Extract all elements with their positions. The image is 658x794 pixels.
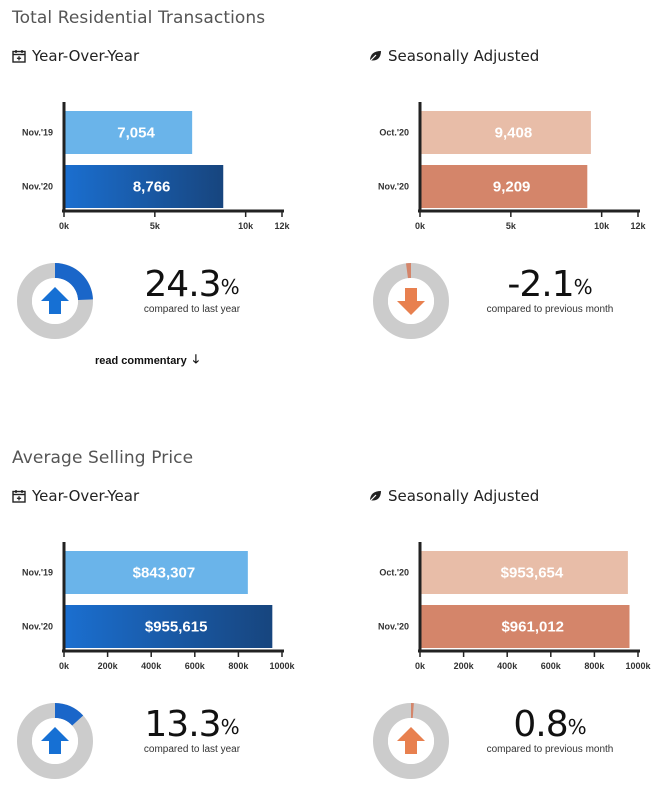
- bar-value-label: $843,307: [133, 565, 196, 582]
- x-tick-label: 10k: [238, 221, 254, 231]
- stat-value: 0.8: [513, 704, 568, 745]
- stat-value: 24.3: [144, 264, 221, 305]
- stat-caption: compared to last year: [143, 304, 241, 315]
- arrow-down-icon: [397, 288, 425, 315]
- category-label: Nov.'20: [378, 182, 409, 192]
- stat-transactions-sa: -2.1% compared to previous month: [470, 264, 630, 316]
- stat-unit: %: [573, 275, 593, 299]
- category-label: Nov.'19: [22, 128, 53, 138]
- bar-value-label: 7,054: [117, 125, 155, 142]
- stat-price-sa: 0.8% compared to previous month: [470, 704, 630, 756]
- donut-transactions-yoy: [17, 263, 93, 339]
- x-tick-label: 0k: [415, 661, 426, 671]
- bar: [64, 111, 193, 154]
- stat-unit: %: [220, 715, 240, 739]
- stat-unit: %: [220, 275, 240, 299]
- x-tick-label: 0k: [59, 221, 70, 231]
- sa-heading-label: Seasonally Adjusted: [388, 47, 540, 65]
- x-tick-label: 1000k: [625, 661, 651, 671]
- x-tick-label: 400k: [141, 661, 162, 671]
- arrow-down-icon: 🡓: [192, 352, 199, 366]
- yoy-heading-label: Year-Over-Year: [32, 487, 140, 505]
- chart-transactions-yoy: 7,054 Nov.'19 8,766 Nov.'20 0k 5k 10k 12k: [22, 102, 290, 231]
- section-title-price: Average Selling Price: [12, 448, 194, 468]
- bar-value-label: $953,654: [501, 565, 564, 582]
- bar: [420, 605, 630, 648]
- category-label: Nov.'20: [378, 622, 409, 632]
- leaf-icon: [368, 51, 381, 63]
- category-label: Nov.'20: [22, 622, 53, 632]
- sa-heading: Seasonally Adjusted: [368, 487, 539, 505]
- yoy-heading: Year-Over-Year: [12, 47, 139, 65]
- stat-caption: compared to last year: [143, 744, 241, 755]
- stat-value: 13.3: [144, 704, 221, 745]
- bar: [64, 165, 224, 208]
- category-label: Oct.'20: [379, 568, 409, 578]
- read-commentary-link[interactable]: read commentary 🡓: [95, 350, 199, 371]
- x-tick-label: 10k: [594, 221, 610, 231]
- bar: [64, 551, 248, 594]
- section-title-transactions: Total Residential Transactions: [12, 8, 266, 28]
- x-tick-label: 400k: [497, 661, 518, 671]
- x-tick-label: 600k: [185, 661, 206, 671]
- bar-value-label: 9,408: [495, 125, 533, 142]
- read-commentary-label: read commentary: [95, 354, 187, 367]
- bar-value-label: 9,209: [493, 179, 531, 196]
- bar: [420, 551, 628, 594]
- calendar-icon: [12, 50, 26, 63]
- stat-transactions-yoy: 24.3% compared to last year: [112, 264, 272, 316]
- donut-segment: [55, 263, 93, 300]
- bar: [420, 165, 588, 208]
- category-label: Oct.'20: [379, 128, 409, 138]
- stat-price-yoy: 13.3% compared to last year: [112, 704, 272, 756]
- chart-price-yoy: $843,307 Nov.'19 $955,615 Nov.'20 0k 200k 400k…: [22, 542, 296, 671]
- stat-value: -2.1: [507, 264, 574, 305]
- arrow-up-icon: [41, 727, 69, 754]
- category-label: Nov.'20: [22, 182, 53, 192]
- stat-unit: %: [567, 715, 587, 739]
- x-tick-label: 5k: [150, 221, 161, 231]
- x-tick-label: 200k: [454, 661, 475, 671]
- yoy-heading: Year-Over-Year: [12, 487, 139, 505]
- donut-segment: [411, 703, 414, 719]
- donut-price-sa: [373, 703, 449, 779]
- donut-price-yoy: [17, 703, 93, 779]
- bar-value-label: 8,766: [133, 179, 171, 196]
- x-tick-label: 0k: [59, 661, 70, 671]
- x-tick-label: 0k: [415, 221, 426, 231]
- bar-value-label: $961,012: [501, 619, 564, 636]
- stat-caption: compared to previous month: [486, 744, 614, 755]
- x-tick-label: 1000k: [269, 661, 295, 671]
- stat-caption: compared to previous month: [486, 304, 614, 315]
- x-tick-label: 800k: [584, 661, 605, 671]
- calendar-icon: [12, 490, 26, 503]
- bar-value-label: $955,615: [145, 619, 208, 636]
- yoy-heading-label: Year-Over-Year: [32, 47, 140, 65]
- bar: [64, 605, 273, 648]
- sa-heading-label: Seasonally Adjusted: [388, 487, 540, 505]
- category-label: Nov.'19: [22, 568, 53, 578]
- x-tick-label: 12k: [630, 221, 646, 231]
- x-tick-label: 600k: [541, 661, 562, 671]
- chart-price-sa: $953,654 Oct.'20 $961,012 Nov.'20 0k 200k 400k…: [378, 542, 652, 671]
- donut-segment: [406, 263, 411, 279]
- arrow-up-icon: [397, 727, 425, 754]
- donut-segment: [55, 703, 84, 726]
- chart-transactions-sa: 9,408 Oct.'20 9,209 Nov.'20 0k 5k 10k 12k: [378, 102, 646, 231]
- sa-heading: Seasonally Adjusted: [368, 47, 539, 65]
- x-tick-label: 800k: [228, 661, 249, 671]
- x-tick-label: 5k: [506, 221, 517, 231]
- leaf-icon: [368, 491, 381, 503]
- bar: [420, 111, 591, 154]
- x-tick-label: 200k: [98, 661, 119, 671]
- arrow-up-icon: [41, 287, 69, 314]
- donut-transactions-sa: [373, 263, 449, 339]
- x-tick-label: 12k: [274, 221, 290, 231]
